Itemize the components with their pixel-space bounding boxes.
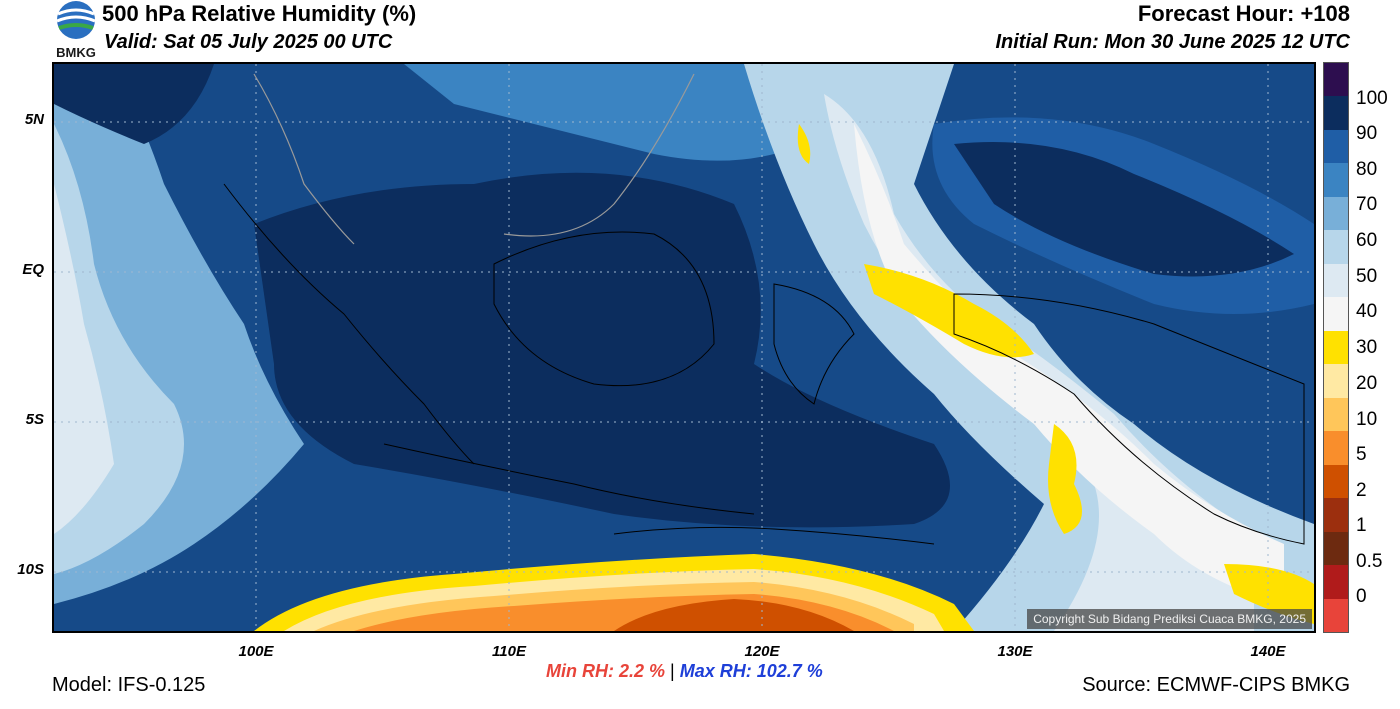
colorbar-label: 0 bbox=[1356, 586, 1367, 607]
humidity-map: Copyright Sub Bidang Prediksi Cuaca BMKG… bbox=[52, 62, 1316, 633]
bmkg-logo: BMKG bbox=[52, 0, 100, 60]
stats-separator: | bbox=[670, 661, 675, 681]
colorbar-label: 20 bbox=[1356, 373, 1378, 394]
colorbar-swatch bbox=[1324, 464, 1348, 499]
colorbar-label: 100 bbox=[1356, 88, 1388, 109]
lat-label-eq: EQ bbox=[22, 261, 44, 278]
lon-label-140e: 140E bbox=[1250, 643, 1286, 660]
forecast-hour: Forecast Hour: +108 bbox=[1137, 1, 1350, 26]
colorbar-label: 60 bbox=[1356, 230, 1378, 251]
initial-run: Initial Run: Mon 30 June 2025 12 UTC bbox=[995, 31, 1350, 53]
lon-label-110e: 110E bbox=[492, 643, 526, 660]
colorbar-swatch bbox=[1324, 397, 1348, 432]
lon-label-130e: 130E bbox=[997, 643, 1033, 660]
colorbar-swatch bbox=[1324, 364, 1348, 398]
colorbar-swatch bbox=[1324, 63, 1348, 97]
colorbar-label: 40 bbox=[1356, 301, 1378, 322]
colorbar-label: 0.5 bbox=[1356, 551, 1383, 572]
chart-title: 500 hPa Relative Humidity (%) bbox=[102, 1, 417, 26]
lon-label-100e: 100E bbox=[238, 643, 274, 660]
colorbar-swatch bbox=[1324, 431, 1348, 465]
colorbar-label: 10 bbox=[1356, 409, 1378, 430]
colorbar-label: 30 bbox=[1356, 337, 1378, 358]
rh-stats: Min RH: 2.2 % | Max RH: 102.7 % bbox=[546, 661, 823, 682]
colorbar-swatch bbox=[1324, 96, 1348, 130]
lat-label-10s: 10S bbox=[17, 561, 44, 578]
colorbar-swatch bbox=[1324, 498, 1348, 532]
colorbar bbox=[1323, 62, 1349, 633]
lon-label-120e: 120E bbox=[744, 643, 780, 660]
colorbar-label: 5 bbox=[1356, 444, 1367, 465]
colorbar-label: 70 bbox=[1356, 194, 1378, 215]
lat-label-5n: 5N bbox=[24, 111, 44, 128]
colorbar-swatch bbox=[1324, 129, 1348, 164]
valid-time: Valid: Sat 05 July 2025 00 UTC bbox=[104, 31, 393, 53]
colorbar-label: 90 bbox=[1356, 123, 1378, 144]
max-rh: Max RH: 102.7 % bbox=[679, 661, 823, 681]
colorbar-swatch bbox=[1324, 330, 1348, 365]
copyright-notice: Copyright Sub Bidang Prediksi Cuaca BMKG… bbox=[1027, 609, 1312, 629]
source-label: Source: ECMWF-CIPS BMKG bbox=[1082, 674, 1350, 696]
colorbar-swatch bbox=[1324, 263, 1348, 298]
colorbar-label: 80 bbox=[1356, 159, 1378, 180]
min-rh: Min RH: 2.2 % bbox=[546, 661, 666, 681]
colorbar-swatch bbox=[1324, 565, 1348, 599]
colorbar-swatch bbox=[1324, 297, 1348, 331]
colorbar-swatch bbox=[1324, 531, 1348, 566]
lat-label-5s: 5S bbox=[25, 411, 44, 428]
colorbar-swatch bbox=[1324, 598, 1348, 632]
colorbar-swatch bbox=[1324, 163, 1348, 197]
colorbar-label: 50 bbox=[1356, 266, 1378, 287]
model-label: Model: IFS-0.125 bbox=[52, 674, 206, 696]
colorbar-label: 1 bbox=[1356, 515, 1367, 536]
colorbar-swatch bbox=[1324, 196, 1348, 231]
colorbar-label: 2 bbox=[1356, 480, 1367, 501]
colorbar-swatch bbox=[1324, 230, 1348, 264]
svg-text:BMKG: BMKG bbox=[56, 45, 96, 60]
